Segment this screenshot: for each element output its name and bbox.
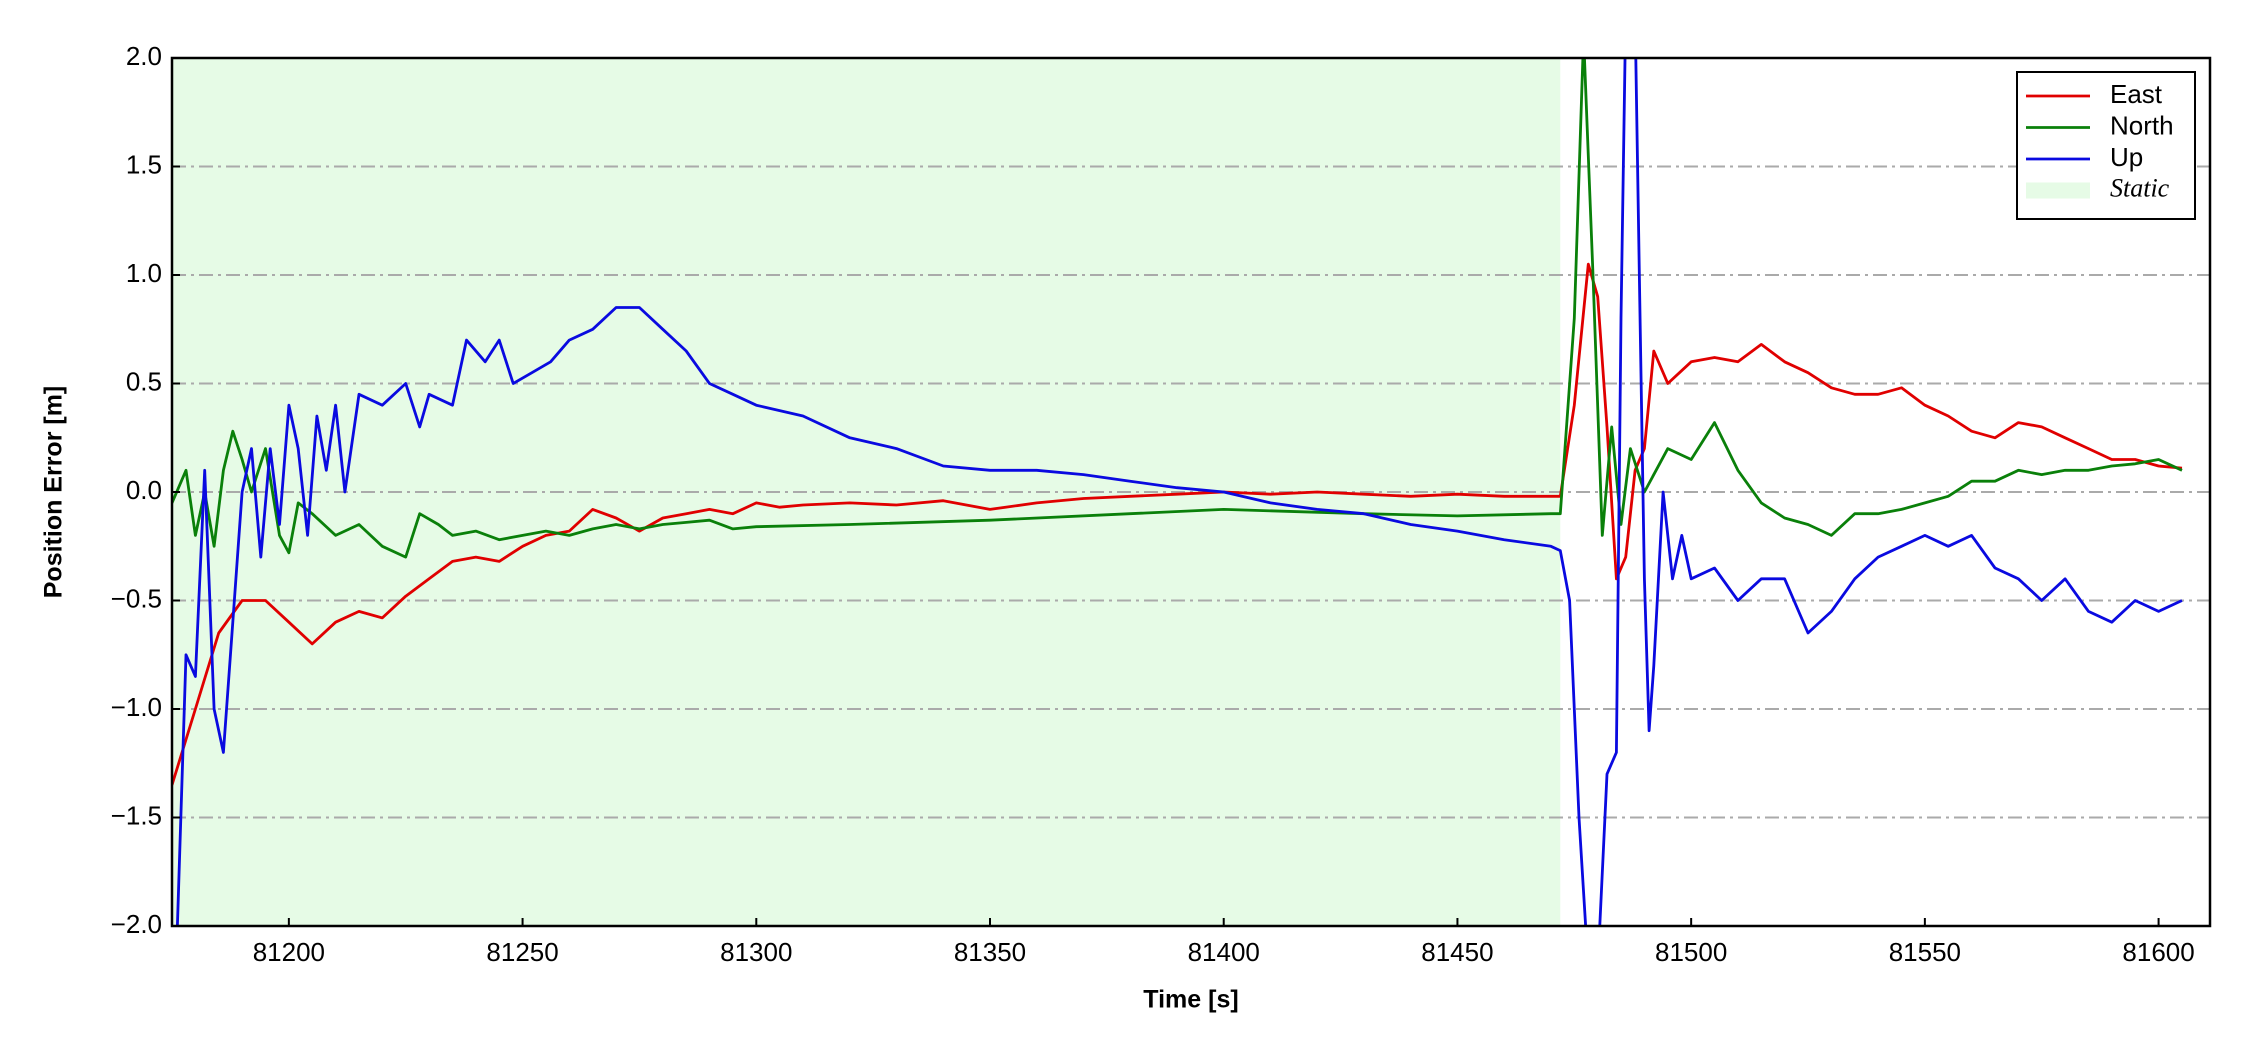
axes: −2.0 −1.5 −1.0 −0.5 0.0 0.5 1.0 1.5 2.0 81200 8125… xyxy=(111,41,2195,967)
y-tick-label: −0.5 xyxy=(111,583,162,613)
x-tick-label: 81500 xyxy=(1655,937,1727,967)
x-tick-label: 81300 xyxy=(720,937,792,967)
y-tick-label: −1.0 xyxy=(111,692,162,722)
legend-label: Up xyxy=(2110,142,2143,172)
y-tick-label: 1.5 xyxy=(126,149,162,179)
y-tick-label: −2.0 xyxy=(111,909,162,939)
legend-label: North xyxy=(2110,110,2174,140)
x-tick-label: 81350 xyxy=(954,937,1026,967)
x-tick-label: 81400 xyxy=(1188,937,1260,967)
legend-label: Static xyxy=(2110,173,2170,202)
series-line xyxy=(172,262,2183,786)
y-tick-label: 0.0 xyxy=(126,475,162,505)
x-tick-label: 81200 xyxy=(253,937,325,967)
legend-patch xyxy=(2026,182,2090,199)
y-tick-label: 1.0 xyxy=(126,258,162,288)
y-axis-label: Position Error [m] xyxy=(40,386,68,599)
x-axis-label: Time [s] xyxy=(1143,986,1238,1014)
x-tick-label: 81600 xyxy=(2122,937,2194,967)
legend-label: East xyxy=(2110,79,2163,109)
x-tick-label: 81550 xyxy=(1889,937,1961,967)
x-tick-label: 81250 xyxy=(486,937,558,967)
y-tick-label: 0.5 xyxy=(126,366,162,396)
lines xyxy=(172,58,2183,926)
x-tick-label: 81450 xyxy=(1421,937,1493,967)
y-tick-label: −1.5 xyxy=(111,800,162,830)
series-line xyxy=(175,58,2183,926)
y-tick-label: 2.0 xyxy=(126,41,162,71)
series-line xyxy=(172,58,2183,559)
